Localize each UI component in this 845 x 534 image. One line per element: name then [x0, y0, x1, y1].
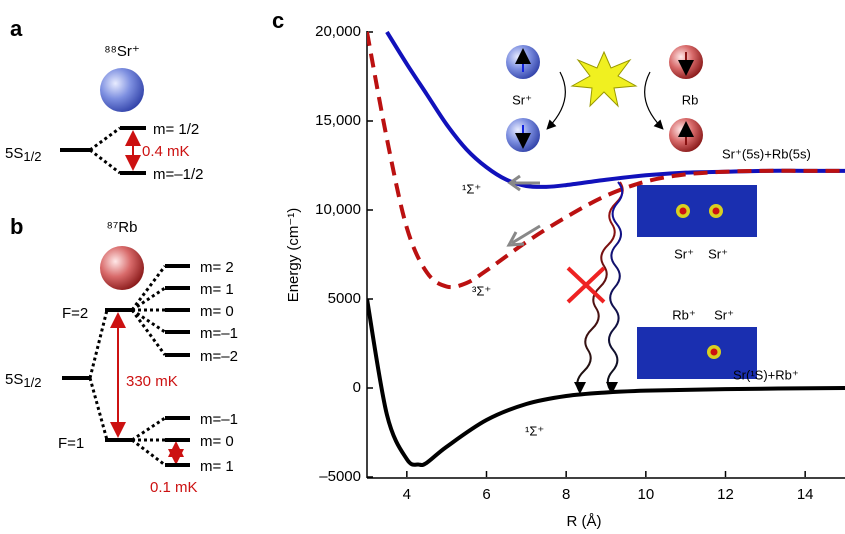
connector [132, 440, 165, 465]
sublevel-label: m= 1 [200, 458, 234, 475]
ion-image [637, 185, 757, 237]
page: {"panel_a": {"label": "a", "species": "⁸… [0, 0, 845, 534]
y-tick-label: –5000 [319, 468, 361, 485]
inset-label: Sr⁺ [512, 92, 532, 107]
sublevel-label: m= 0 [200, 433, 234, 450]
panel-a: a ⁸⁸Sr⁺ 5S1/2 m= 1/2 m=–1/2 0.4 mK [5, 16, 203, 183]
ion-spot [713, 208, 720, 215]
image-label: Rb⁺ [672, 307, 695, 322]
sublevel-label: m= 1 [200, 281, 234, 298]
x-tick-label: 8 [562, 486, 570, 503]
x-tick-label: 4 [403, 486, 411, 503]
x-tick-label: 12 [717, 486, 734, 503]
y-axis-label: Energy (cm⁻¹) [285, 208, 302, 303]
sublevel-label: m=–1/2 [153, 166, 203, 183]
y-tick-label: 20,000 [315, 23, 361, 40]
image-label: Sr⁺ [674, 246, 694, 261]
image-label: Sr⁺ [714, 307, 734, 322]
inset-label: Rb [682, 92, 699, 107]
panel-c: c R (Å) Energy (cm⁻¹) Sr⁺ Rb Sr⁺ Sr⁺ Rb⁺… [272, 8, 845, 530]
species-label: ⁸⁷Rb [107, 219, 138, 236]
curve-label: ¹Σ⁺ [462, 181, 481, 196]
y-tick-label: 10,000 [315, 201, 361, 218]
species-label: ⁸⁸Sr⁺ [104, 43, 140, 60]
blocked-mark [568, 268, 604, 302]
sublevel-label: m=–2 [200, 348, 238, 365]
connector [132, 310, 165, 355]
asymptote-label: Sr(¹S)+Rb⁺ [733, 367, 799, 382]
arrow [548, 72, 565, 128]
level-label: 5S1/2 [5, 145, 41, 164]
sublevel-label: m= 0 [200, 303, 234, 320]
sublevel-label: m=–1 [200, 325, 238, 342]
panel-label: b [10, 214, 23, 239]
atom-sphere [100, 246, 144, 290]
figure: a ⁸⁸Sr⁺ 5S1/2 m= 1/2 m=–1/2 0.4 mK b ⁸⁷R… [0, 0, 845, 534]
image-label: Sr⁺ [708, 246, 728, 261]
panel-label: c [272, 8, 284, 33]
level-label: 5S1/2 [5, 371, 41, 390]
curve-label: ¹Σ⁺ [525, 423, 544, 438]
connector [132, 418, 165, 440]
y-tick-label: 5000 [328, 290, 361, 307]
panel-b: b ⁸⁷Rb 5S1/2 F=2 F=1 330 mK 0.1 mK m= 2 m… [5, 214, 238, 496]
y-tick-label: 15,000 [315, 112, 361, 129]
x-tick-label: 10 [637, 486, 654, 503]
splitting-label: 0.4 mK [142, 143, 190, 160]
sublevel-label: m=–1 [200, 411, 238, 428]
splitting-label: 330 mK [126, 373, 178, 390]
arrow [645, 72, 662, 128]
connector [90, 310, 107, 440]
connector [90, 128, 120, 173]
ion-spot [711, 349, 718, 356]
collision-star [572, 52, 636, 106]
connector [132, 310, 165, 332]
x-axis-label: R (Å) [567, 513, 602, 530]
hyperfine-label: F=2 [62, 305, 88, 322]
curve-label: ³Σ⁺ [472, 283, 491, 298]
x-tick-label: 6 [482, 486, 490, 503]
x-tick-label: 14 [797, 486, 814, 503]
asymptote-label: Sr⁺(5s)+Rb(5s) [722, 146, 811, 161]
ion-sphere [100, 68, 144, 112]
splitting-label: 0.1 mK [150, 479, 198, 496]
hyperfine-label: F=1 [58, 435, 84, 452]
panel-label: a [10, 16, 23, 41]
curve [387, 32, 845, 187]
ion-spot [680, 208, 687, 215]
sublevel-label: m= 1/2 [153, 121, 199, 138]
y-tick-label: 0 [353, 379, 361, 396]
connector [132, 288, 165, 310]
sublevel-label: m= 2 [200, 259, 234, 276]
